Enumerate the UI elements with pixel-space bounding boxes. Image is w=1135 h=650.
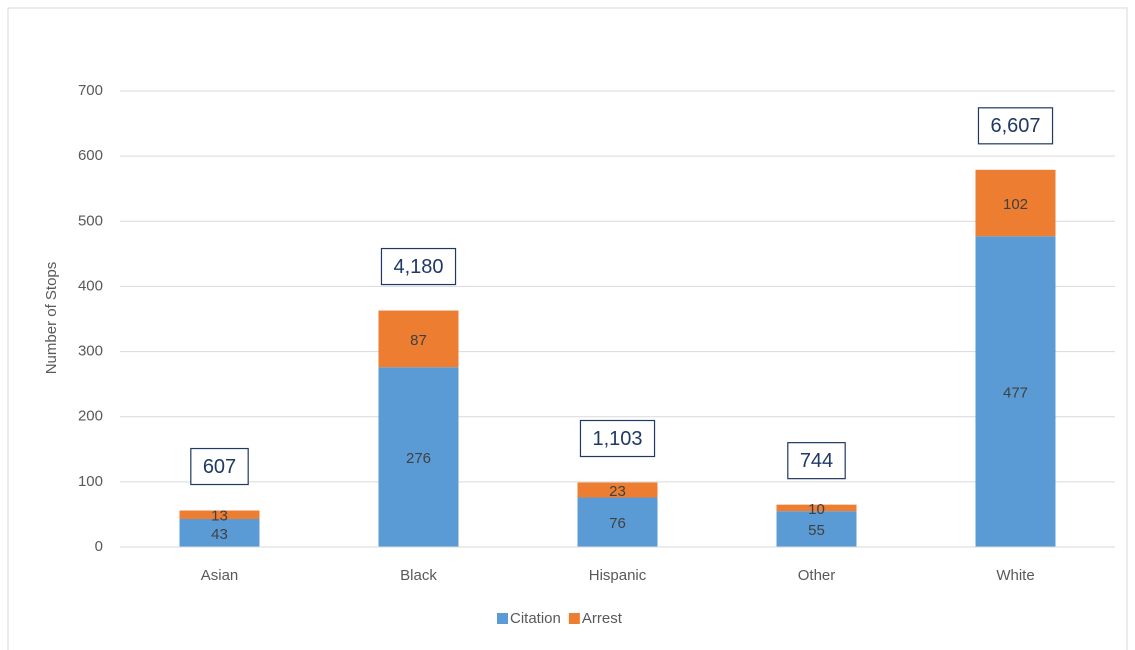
x-tick-label: White (996, 567, 1034, 584)
data-label: 55 (808, 522, 825, 539)
data-label: 87 (410, 332, 427, 349)
legend-swatch (568, 613, 580, 624)
annotation-box (787, 442, 846, 480)
y-axis-title: Number of Stops (43, 262, 60, 375)
x-tick-label: Hispanic (589, 567, 647, 584)
y-tick-label: 200 (78, 408, 103, 425)
y-tick-label: 500 (78, 212, 103, 229)
chart-frame (7, 7, 1128, 650)
x-tick-label: Asian (201, 567, 239, 584)
annotation: 744 (800, 450, 833, 472)
bar-segment (179, 510, 260, 519)
data-label: 43 (211, 526, 228, 543)
y-tick-label: 100 (78, 473, 103, 490)
annotation: 607 (203, 456, 236, 478)
bar-segment (577, 482, 658, 498)
bar-segment (577, 497, 658, 547)
annotation: 6,607 (990, 115, 1040, 137)
annotation-box (190, 447, 249, 486)
bar-segment (975, 169, 1056, 237)
x-tick-label: Black (400, 567, 437, 584)
bar-segment (378, 367, 459, 547)
data-label: 276 (406, 450, 431, 467)
legend-label: Citation (510, 610, 561, 627)
annotation-box (380, 247, 457, 286)
bar-segment (975, 236, 1056, 548)
annotation: 1,103 (592, 428, 642, 450)
bar-segment (179, 518, 260, 547)
data-label: 10 (808, 501, 825, 518)
y-tick-label: 300 (78, 343, 103, 360)
bar-segment (776, 504, 857, 512)
y-tick-label: 400 (78, 277, 103, 294)
annotation: 4,180 (393, 256, 443, 278)
annotation-box (977, 107, 1054, 145)
data-label: 13 (211, 508, 228, 525)
x-tick-label: Other (798, 567, 836, 584)
bar-segment (378, 310, 459, 368)
data-label: 76 (609, 515, 626, 532)
data-label: 477 (1003, 385, 1028, 402)
legend-label: Arrest (582, 610, 623, 627)
y-tick-label: 700 (78, 82, 103, 99)
legend-swatch (497, 613, 508, 624)
y-tick-label: 0 (95, 538, 103, 555)
annotation-box (579, 419, 656, 458)
bar-segment (776, 511, 857, 547)
data-label: 23 (609, 483, 626, 500)
y-tick-label: 600 (78, 147, 103, 164)
data-label: 102 (1003, 196, 1028, 213)
